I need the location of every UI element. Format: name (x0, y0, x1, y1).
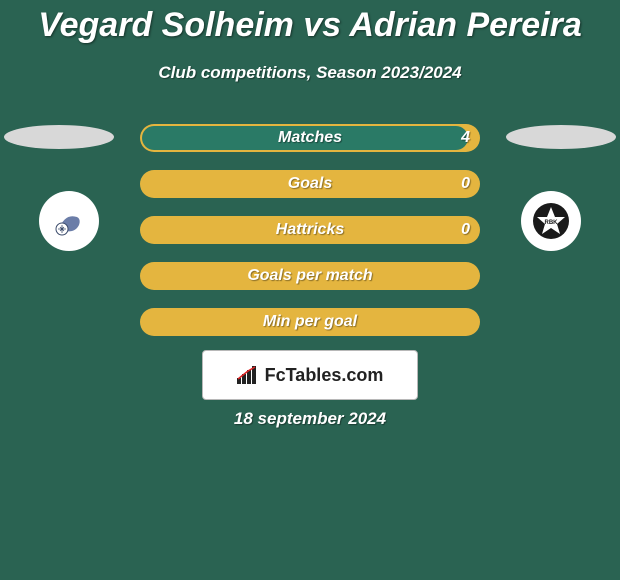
comparison-title: Vegard Solheim vs Adrian Pereira (0, 0, 620, 45)
club-crest-icon (47, 199, 91, 243)
stat-label: Goals (288, 170, 332, 198)
stat-value-right: 4 (461, 124, 470, 152)
stat-label: Hattricks (276, 216, 344, 244)
stat-label: Matches (278, 124, 342, 152)
stat-label: Goals per match (247, 262, 372, 290)
comparison-subtitle: Club competitions, Season 2023/2024 (0, 63, 620, 83)
stat-bar: Min per goal (140, 308, 480, 336)
stat-bar: Matches 4 (140, 124, 480, 152)
stat-bar: Goals 0 (140, 170, 480, 198)
stat-value-right: 0 (461, 170, 470, 198)
right-player-shadow (506, 125, 616, 149)
badge-text: RBK (545, 220, 559, 226)
club-crest-icon: RBK (529, 199, 573, 243)
stat-value-right: 0 (461, 216, 470, 244)
generated-date: 18 september 2024 (0, 409, 620, 429)
brand-box: FcTables.com (202, 350, 418, 400)
stat-label: Min per goal (263, 308, 357, 336)
stat-bar: Hattricks 0 (140, 216, 480, 244)
left-player-shadow (4, 125, 114, 149)
right-club-badge: RBK (521, 191, 581, 251)
brand-chart-icon (237, 366, 259, 384)
left-club-badge (39, 191, 99, 251)
stat-bar: Goals per match (140, 262, 480, 290)
brand-label: FcTables.com (265, 365, 384, 386)
stats-container: Matches 4 Goals 0 Hattricks 0 Goals per match M… (140, 124, 480, 354)
